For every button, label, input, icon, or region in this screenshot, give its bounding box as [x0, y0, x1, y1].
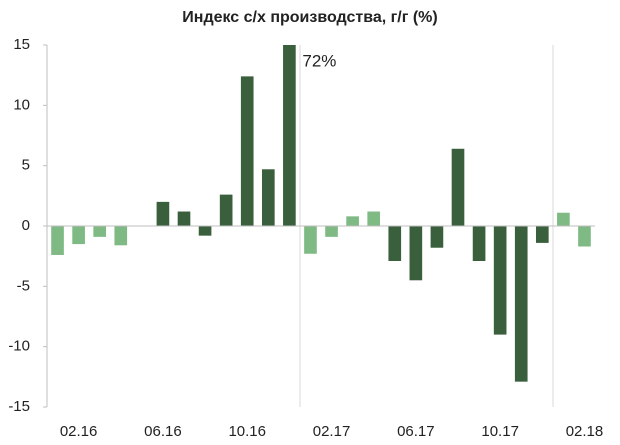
bar: [240, 76, 254, 226]
chart-title: Индекс с/х производства, г/г (%): [182, 9, 437, 26]
bar: [430, 226, 444, 248]
bar: [557, 212, 570, 226]
y-tick-label: 5: [22, 157, 30, 174]
bars: [51, 45, 591, 382]
bar: [72, 226, 85, 245]
bar: [325, 226, 338, 237]
bar: [346, 216, 359, 226]
bar: [177, 211, 191, 226]
y-tick-label: 0: [22, 217, 30, 234]
bar: [578, 226, 591, 247]
x-tick-label: 10.17: [481, 423, 519, 440]
bar: [451, 148, 465, 226]
x-tick-label: 10.16: [228, 423, 266, 440]
bar: [51, 226, 64, 255]
bar: [261, 169, 275, 226]
bar: [514, 226, 528, 382]
x-tick-label: 02.17: [313, 423, 351, 440]
x-tick-label: 06.16: [144, 423, 182, 440]
bar: [304, 226, 317, 254]
y-tick-label: 10: [13, 96, 30, 113]
bar: [156, 201, 170, 226]
y-tick-label: 15: [13, 36, 30, 53]
y-tick-label: -5: [17, 277, 30, 294]
y-tick-label: -15: [8, 398, 30, 415]
x-tick-label: 02.16: [60, 423, 98, 440]
bar: [367, 211, 381, 226]
value-label: 72%: [302, 51, 336, 70]
bar: [472, 226, 486, 261]
bar: [198, 226, 212, 236]
bar: [93, 226, 107, 237]
bar: [283, 45, 296, 226]
bar: [388, 226, 402, 261]
x-tick-label: 06.17: [397, 423, 435, 440]
bar: [409, 226, 423, 281]
y-tick-label: -10: [8, 338, 30, 355]
bar: [535, 226, 549, 243]
bar: [493, 226, 507, 335]
x-tick-label: 02.18: [566, 423, 604, 440]
bar: [114, 226, 128, 246]
bar: [219, 194, 233, 226]
